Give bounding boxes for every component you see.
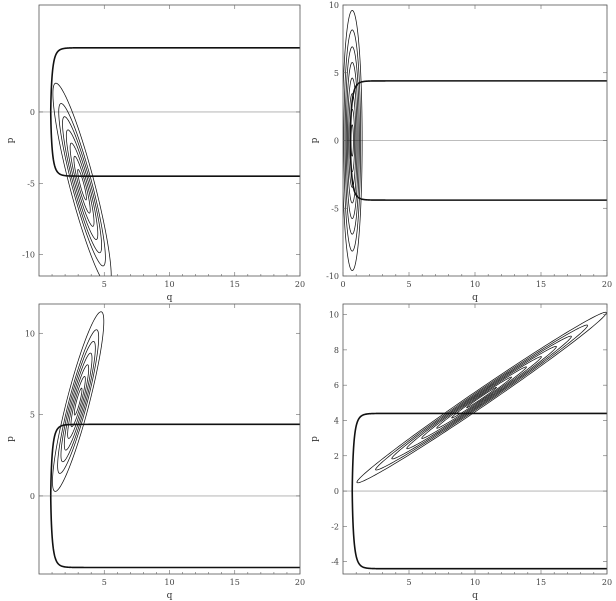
y-tick-label: 8 [334,346,339,355]
x-axis-label: q [472,293,478,303]
x-axis-label: q [472,591,478,601]
contour-level-4 [63,352,93,451]
x-tick-label: 20 [602,578,612,587]
y-axis-label: p [6,436,16,442]
contour-level-4 [65,129,99,240]
contour-level-8 [343,10,363,271]
y-tick-label: -5 [27,179,35,188]
contour-level-3 [348,93,357,188]
y-tick-label: -5 [331,204,339,213]
x-axis-label: q [167,591,173,601]
x-tick-label: 20 [295,578,305,587]
x-tick-label: 5 [102,280,107,289]
x-tick-label: 5 [406,280,411,289]
contour-level-3 [67,364,90,439]
y-tick-label: 6 [334,381,339,390]
x-tick-label: 15 [230,280,240,289]
x-tick-label: 5 [406,578,411,587]
y-tick-label: 2 [334,452,339,461]
panel-top-left: 5 10 15 20 0 -5 -10 q p [6,4,305,303]
contour-level-6 [58,103,106,267]
y-tick-label: -4 [331,558,339,567]
contour-level-5 [406,345,557,450]
y-tick-label: 4 [334,416,339,425]
x-tick-label: 5 [102,578,107,587]
contour-level-7 [375,324,588,471]
contour-level-5 [62,116,102,254]
x-tick-label: 10 [164,578,174,587]
y-tick-label: 0 [30,108,35,117]
contour-level-2 [70,376,86,428]
x-tick-label: 15 [536,280,546,289]
contour-level-3 [436,366,527,429]
y-tick-label: 0 [334,487,339,496]
plot-frame [38,303,301,575]
contour-level-5 [60,341,96,463]
x-tick-label: 15 [536,578,546,587]
contour-level-1 [77,169,87,201]
contour-level-4 [347,77,358,204]
y-tick-label: 5 [334,69,339,78]
y-tick-label: 10 [329,311,339,320]
separatrix-lower [351,491,607,570]
contour-level-4 [421,356,542,439]
contour-level-7 [343,29,362,252]
contour-level-6 [57,329,100,474]
y-tick-label: -10 [326,272,339,281]
contour-level-7 [52,311,105,492]
x-tick-label: 10 [470,280,480,289]
y-tick-label: 0 [334,137,339,146]
contour-level-5 [345,62,359,219]
y-tick-label: -2 [331,522,339,531]
contour-level-6 [344,46,360,235]
y-tick-label: 10 [329,1,339,10]
contour-level-7 [52,82,112,276]
panel-bottom-left: 5 10 15 20 10 5 0 q p [6,303,305,601]
contour-level-1 [73,387,83,416]
y-axis-label: p [310,436,320,442]
separatrix-upper [49,46,300,113]
plot-frame [38,4,301,277]
contour-level-6 [391,335,572,460]
x-tick-label: 10 [164,280,174,289]
y-tick-label: -10 [22,251,35,260]
contour-level-2 [451,376,512,419]
contour-level-2 [349,108,355,173]
contour-level-3 [69,142,95,227]
y-axis-label: p [6,137,16,143]
y-tick-label: 10 [25,329,35,338]
x-axis-label: q [167,293,173,303]
x-tick-label: 20 [295,280,305,289]
y-axis-label: p [310,137,320,143]
x-tick-label: 15 [230,578,240,587]
y-tick-label: 0 [30,492,35,501]
x-tick-label: 20 [602,280,612,289]
y-tick-label: 5 [30,411,35,420]
separatrix-upper [351,412,607,492]
separatrix-lower [49,111,300,177]
contour-level-8 [356,311,607,484]
contour-level-1 [466,386,497,409]
separatrix-lower [49,495,300,569]
x-tick-label: 10 [470,578,480,587]
panel-top-right: 0 5 10 15 20 10 5 0 -5 -10 q p [310,1,612,303]
separatrix-upper [349,80,607,141]
separatrix-lower [349,140,607,201]
contour-level-1 [350,124,354,157]
x-tick-label: 0 [340,280,345,289]
contour-level-2 [73,155,91,214]
separatrix-upper [49,423,300,496]
